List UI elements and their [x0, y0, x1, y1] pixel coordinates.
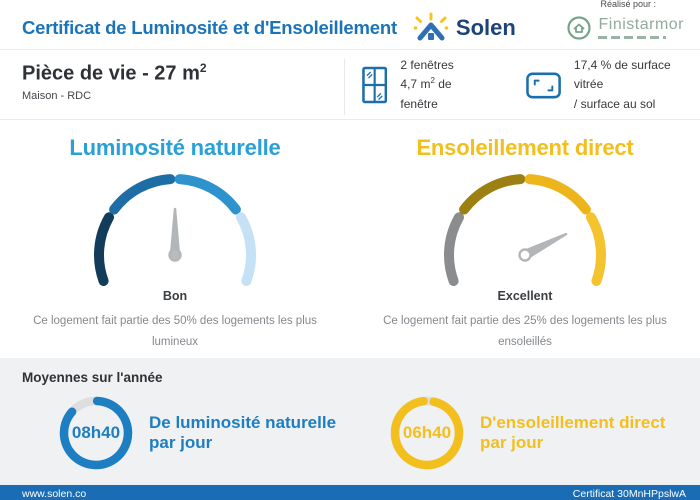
sunlight-average-label: D'ensoleillement direct par jour: [480, 412, 666, 452]
sunlight-gauge-value: Excellent: [497, 289, 553, 303]
luminosity-average-label: De luminosité naturelle par jour: [149, 412, 337, 452]
gauge-segment: [444, 212, 465, 286]
solen-logo: Solen: [413, 12, 516, 44]
donut-arc: [390, 396, 464, 470]
solen-house-sun-icon: [413, 12, 449, 40]
glazing-ratio-metric: 17,4 % de surface vitrée / surface au so…: [526, 56, 700, 114]
room-metrics: 2 fenêtres 4,7 m2 de fenêtre 17,4 % de s…: [338, 51, 700, 119]
vertical-divider: [344, 59, 345, 115]
gauges-section: Luminosité naturelle Bon Ce logement fai…: [0, 121, 700, 358]
glazed-surface-icon: [526, 72, 561, 98]
windows-count: 2 fenêtres: [400, 58, 454, 73]
windows-area: 4,7 m2 de fenêtre: [400, 76, 452, 111]
sunlight-donut-value: 06h40: [402, 423, 452, 442]
partner-wordmark: Finistarmor: [598, 16, 684, 33]
luminosity-gauge-title: Luminosité naturelle: [69, 135, 281, 160]
daily-sunlight-average: 06h40 D'ensoleillement direct par jour: [372, 394, 665, 472]
luminosity-donut-chart: [59, 396, 133, 470]
windows-metric-text: 2 fenêtres 4,7 m2 de fenêtre: [400, 56, 489, 114]
averages-row: 08h40 De luminosité naturelle par jour 0…: [22, 394, 700, 472]
gauge-needle: [169, 207, 181, 257]
averages-heading: Moyennes sur l'année: [22, 370, 163, 385]
sunlight-gauge-chart: [444, 174, 606, 286]
footer-website-link[interactable]: www.solen.co: [22, 487, 87, 500]
glazing-ratio-line2: / surface au sol: [573, 96, 656, 111]
sunlight-donut: 06h40: [388, 394, 466, 472]
gauge-segment: [524, 174, 591, 215]
gauge-segment: [235, 212, 256, 286]
partner-logo: Réalisé pour : Finistarmor: [566, 0, 684, 41]
glazing-ratio-line1: 17,4 % de surface vitrée: [573, 58, 671, 92]
luminosity-gauge-block: Luminosité naturelle Bon Ce logement fai…: [0, 121, 350, 358]
sunlight-gauge-title: Ensoleillement direct: [416, 135, 634, 160]
luminosity-gauge-chart: [94, 174, 256, 286]
page-title: Certificat de Luminosité et d'Ensoleille…: [22, 16, 397, 38]
room-title: Pièce de vie - 27 m2: [22, 61, 207, 85]
sunlight-gauge-description: Ce logement fait partie des 25% des loge…: [383, 315, 667, 348]
finistarmor-house-icon: [567, 15, 592, 40]
sunlight-gauge-block: Ensoleillement direct Excellent Ce logem…: [350, 121, 700, 358]
solen-wordmark: Solen: [455, 14, 516, 40]
certificate-id: Certificat 30MnHPpslwA: [572, 487, 686, 500]
gauge-segment: [109, 174, 176, 215]
donut-arc: [59, 396, 133, 470]
partner-tagline-microtext: [598, 36, 667, 39]
gauge-segment: [585, 212, 606, 286]
room-identity: Pièce de vie - 27 m2 Maison - RDC: [0, 51, 338, 119]
gauge-segment: [459, 174, 526, 215]
window-icon: [362, 66, 388, 104]
header: Certificat de Luminosité et d'Ensoleille…: [0, 0, 700, 50]
room-summary: Pièce de vie - 27 m2 Maison - RDC 2 fenê…: [0, 51, 700, 120]
windows-metric: 2 fenêtres 4,7 m2 de fenêtre: [362, 56, 490, 114]
yearly-averages-section: Moyennes sur l'année 08h40 De luminosité…: [0, 358, 700, 486]
realise-pour-label: Réalisé pour :: [600, 0, 656, 9]
luminosity-gauge-description: Ce logement fait partie des 50% des loge…: [33, 315, 317, 348]
gauge-segment: [174, 174, 241, 215]
sunlight-donut-chart: [390, 396, 464, 470]
daily-luminosity-average: 08h40 De luminosité naturelle par jour: [22, 394, 372, 472]
glazing-ratio-text: 17,4 % de surface vitrée / surface au so…: [574, 56, 700, 114]
luminosity-donut: 08h40: [57, 394, 135, 472]
gauge-segment: [94, 212, 115, 286]
room-subtitle: Maison - RDC: [22, 89, 92, 102]
luminosity-gauge-value: Bon: [162, 289, 188, 303]
footer: www.solen.co Certificat 30MnHPpslwA: [0, 485, 700, 500]
gauge-needle-pivot: [518, 248, 532, 262]
gauge-needle-pivot: [168, 248, 182, 262]
luminosity-donut-value: 08h40: [71, 423, 121, 442]
